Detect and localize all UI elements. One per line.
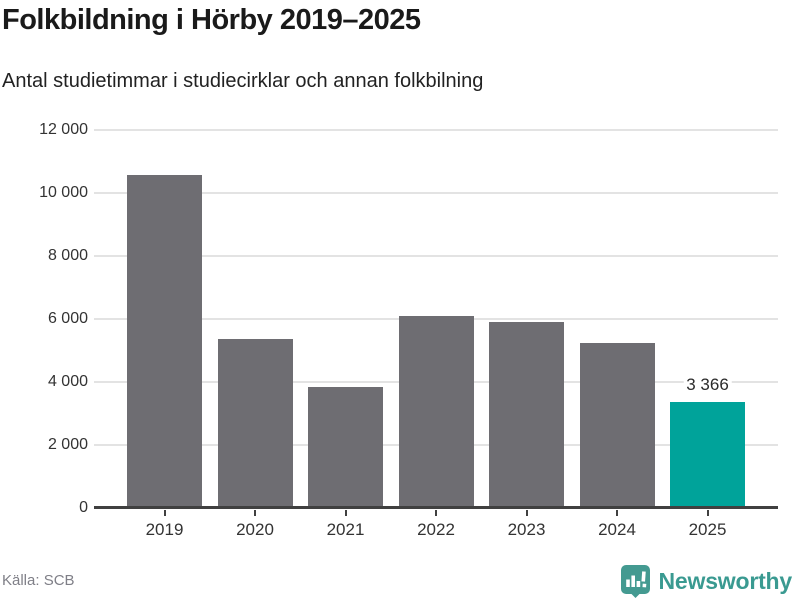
- x-tick-mark: [254, 510, 256, 516]
- x-tick-label: 2025: [688, 520, 727, 539]
- bar-2025: 3 366: [670, 374, 745, 508]
- x-axis-cell-2025: 2025: [670, 510, 745, 540]
- gridline-8000: [94, 255, 778, 257]
- x-tick-label: 2023: [507, 520, 546, 539]
- gridline-12000: [94, 129, 778, 131]
- y-tick-label: 10 000: [39, 184, 88, 201]
- bar-2019: [127, 175, 202, 508]
- x-tick-mark: [706, 510, 709, 516]
- x-axis-cell-2022: 2022: [399, 510, 474, 540]
- x-tick-label: 2019: [145, 520, 184, 539]
- y-tick-label: 2 000: [47, 436, 88, 453]
- bar-2020: [217, 338, 293, 508]
- brand-wordmark: Newsworthy: [658, 567, 793, 594]
- plot-area: 3 366: [94, 129, 778, 509]
- x-axis-cell-2021: 2021: [308, 510, 383, 540]
- x-axis-line: [94, 506, 778, 509]
- x-axis-cell-2019: 2019: [127, 510, 202, 540]
- y-tick-label: 4 000: [47, 373, 88, 390]
- y-tick-label: 12 000: [39, 121, 88, 138]
- bar-2021: [308, 386, 383, 508]
- bar-2024: [579, 342, 655, 508]
- source-note: Källa: SCB: [2, 572, 75, 589]
- x-axis-cell-2024: 2024: [580, 510, 655, 540]
- x-axis-cell-2020: 2020: [218, 510, 293, 540]
- x-tick-mark: [525, 510, 528, 516]
- x-tick-label: 2020: [236, 520, 274, 539]
- bar-2022: [398, 316, 474, 508]
- x-tick-label: 2022: [417, 520, 455, 539]
- x-axis-cell-2023: 2023: [489, 510, 564, 540]
- bar-value-label: 3 366: [683, 374, 732, 395]
- x-tick-label: 2021: [326, 520, 365, 539]
- bar-series: 3 366: [98, 130, 778, 508]
- x-tick-mark: [616, 510, 618, 516]
- x-tick-mark: [344, 510, 347, 516]
- y-axis-labels: 0 2 000 4 000 6 000 8 000 10 000 12 000: [0, 121, 88, 516]
- chart-title: Folkbildning i Hörby 2019–2025: [2, 4, 421, 36]
- x-tick-mark: [435, 510, 437, 516]
- brand-logo: Newsworthy: [620, 564, 792, 598]
- y-tick-label: 6 000: [47, 310, 88, 327]
- x-axis-labels: 2019 2020 2021 2022 2023 2024 2025: [98, 510, 778, 540]
- y-tick-label: 8 000: [47, 247, 88, 264]
- x-tick-label: 2024: [598, 520, 636, 539]
- x-tick-mark: [163, 510, 166, 516]
- bar-2023: [489, 321, 564, 508]
- gridline-10000: [94, 192, 778, 194]
- y-tick-label: 0: [79, 499, 88, 516]
- chart-subtitle: Antal studietimmar i studiecirklar och a…: [2, 70, 484, 92]
- newsworthy-bars-speech-bubble-icon: [620, 564, 651, 598]
